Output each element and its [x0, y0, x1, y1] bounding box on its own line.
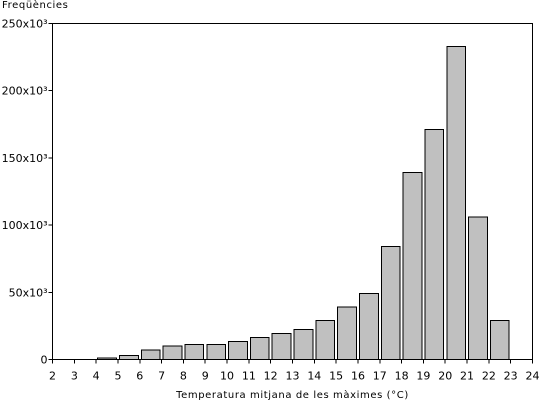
bar-4	[97, 357, 117, 361]
bar-13	[293, 328, 314, 360]
y-tick-label: 50x10³	[9, 286, 48, 299]
bar-16	[359, 293, 379, 361]
x-tick-label: 10	[220, 370, 234, 383]
x-tick-label: 17	[373, 370, 387, 383]
x-tick-label: 13	[286, 370, 300, 383]
x-tick-label: 2	[49, 370, 56, 383]
x-tick-label: 4	[93, 370, 100, 383]
x-tick-label: 6	[136, 370, 143, 383]
bar-22	[489, 320, 510, 360]
bar-5	[119, 355, 139, 360]
x-tick-label: 3	[71, 370, 78, 383]
bar-11	[249, 336, 270, 360]
bar-6	[140, 349, 161, 361]
y-axis: 0 50x10³ 100x10³ 150x10³ 200x10³ 250x10³	[2, 18, 53, 367]
y-tick-label: 150x10³	[2, 152, 48, 165]
x-tick-label: 12	[264, 370, 278, 383]
x-tick-label: 15	[329, 370, 343, 383]
x-tick-label: 8	[180, 370, 187, 383]
bar-18	[402, 172, 423, 360]
bar-10	[228, 340, 248, 360]
x-tick-label: 14	[307, 370, 321, 383]
x-tick-label: 5	[114, 370, 121, 383]
x-tick-label: 16	[351, 370, 365, 383]
x-tick-label: 9	[202, 370, 209, 383]
x-tick-label: 7	[158, 370, 165, 383]
x-tick-label: 22	[482, 370, 496, 383]
y-axis-label: Freqüències	[2, 0, 68, 11]
bar-14	[315, 320, 336, 360]
bar-9	[206, 344, 227, 361]
x-tick-label: 23	[504, 370, 518, 383]
bar-19	[424, 129, 445, 360]
x-tick-label: 24	[526, 370, 540, 383]
x-tick-label: 11	[242, 370, 256, 383]
bar-7	[162, 345, 183, 361]
x-tick-label: 21	[460, 370, 474, 383]
x-tick-label: 18	[395, 370, 409, 383]
bar-15	[337, 306, 358, 361]
bar-17	[380, 246, 401, 361]
bar-12	[271, 332, 292, 360]
bars-group	[97, 45, 510, 361]
y-tick-label: 100x10³	[2, 219, 48, 232]
x-axis: 2 3 4 5 6 7 8 9 10 11 12 13 14 15 16 17 18 19 20 21 22 23 24	[49, 359, 540, 383]
x-tick-label: 20	[438, 370, 452, 383]
x-tick-label: 19	[416, 370, 430, 383]
bar-20	[446, 45, 467, 361]
y-tick-label: 0	[41, 354, 48, 367]
bar-21	[468, 216, 488, 360]
bar-8	[184, 344, 205, 361]
y-tick-label: 200x10³	[2, 85, 48, 98]
x-axis-label: Temperatura mitjana de les màximes (°C)	[175, 389, 409, 400]
y-tick-label: 250x10³	[2, 18, 48, 31]
